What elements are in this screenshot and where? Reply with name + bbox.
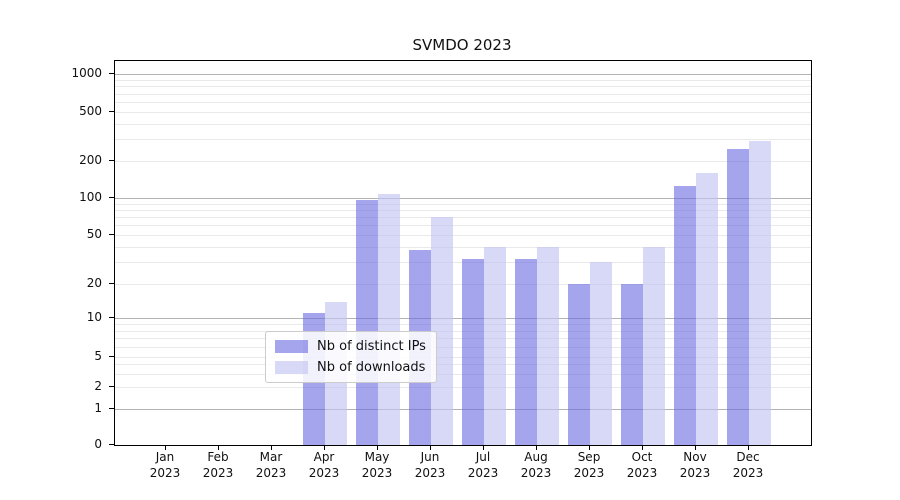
- x-tick-label-nov: Nov 2023: [679, 450, 711, 480]
- x-tick-mark: [217, 445, 219, 450]
- x-tick-label-dec: Dec 2023: [732, 450, 764, 480]
- minor-gridline: [115, 79, 811, 81]
- legend: Nb of distinct IPs Nb of downloads: [265, 331, 437, 383]
- x-tick-label-jan: Jan 2023: [149, 450, 181, 480]
- minor-gridline: [115, 112, 811, 113]
- y-tick-mark: [109, 159, 114, 161]
- x-tick-label-mar: Mar 2023: [255, 450, 287, 480]
- y-tick-mark: [109, 233, 114, 235]
- legend-item-distinct-ips: Nb of distinct IPs: [275, 339, 426, 354]
- x-tick-label-jul: Jul 2023: [467, 450, 499, 480]
- plot-area: [114, 60, 812, 446]
- x-tick-mark: [323, 445, 325, 450]
- x-tick-label-apr: Apr 2023: [308, 450, 340, 480]
- minor-gridline: [115, 217, 811, 219]
- bar-distinct-ips-jul: [462, 258, 484, 445]
- x-tick-mark: [641, 445, 643, 450]
- y-tick-mark: [109, 407, 114, 409]
- y-tick-label: 100: [79, 190, 102, 204]
- minor-gridline: [115, 123, 811, 125]
- bar-distinct-ips-aug: [515, 258, 537, 445]
- legend-item-downloads: Nb of downloads: [275, 360, 426, 375]
- y-tick-mark: [109, 110, 114, 112]
- bar-downloads-jun: [431, 217, 453, 445]
- y-tick-mark: [109, 355, 114, 357]
- legend-swatch-distinct-ips: [275, 340, 308, 353]
- y-tick-mark: [109, 72, 114, 74]
- x-tick-label-jun: Jun 2023: [414, 450, 446, 480]
- y-tick-mark: [109, 443, 114, 445]
- y-tick-mark: [109, 196, 114, 198]
- bar-downloads-nov: [696, 172, 718, 445]
- chart-title: SVMDO 2023: [412, 36, 512, 54]
- x-tick-mark: [429, 445, 431, 450]
- major-gridline: [115, 198, 811, 199]
- x-tick-mark: [694, 445, 696, 450]
- y-tick-label: 5: [94, 349, 102, 363]
- y-tick-mark: [109, 316, 114, 318]
- bar-downloads-jul: [484, 246, 506, 445]
- x-tick-mark: [270, 445, 272, 450]
- x-tick-label-oct: Oct 2023: [626, 450, 658, 480]
- y-tick-label: 1000: [71, 66, 102, 80]
- minor-gridline: [115, 203, 811, 205]
- minor-gridline: [115, 102, 811, 103]
- minor-gridline: [115, 209, 811, 211]
- x-tick-mark: [747, 445, 749, 450]
- legend-swatch-downloads: [275, 361, 308, 374]
- minor-gridline: [115, 93, 811, 95]
- legend-label-distinct-ips: Nb of distinct IPs: [317, 339, 426, 354]
- bar-distinct-ips-nov: [674, 186, 696, 445]
- bar-downloads-may: [378, 193, 400, 445]
- minor-gridline: [115, 139, 811, 141]
- y-tick-mark: [109, 385, 114, 387]
- x-tick-mark: [376, 445, 378, 450]
- bar-downloads-sep: [590, 262, 612, 445]
- minor-gridline: [115, 246, 811, 248]
- y-tick-label: 1: [94, 401, 102, 415]
- bar-downloads-aug: [537, 246, 559, 445]
- major-gridline: [115, 74, 811, 75]
- bar-distinct-ips-may: [356, 199, 378, 445]
- bar-distinct-ips-dec: [727, 149, 749, 445]
- minor-gridline: [115, 86, 811, 88]
- y-tick-mark: [109, 282, 114, 284]
- bar-distinct-ips-oct: [621, 284, 643, 445]
- x-tick-label-feb: Feb 2023: [202, 450, 234, 480]
- y-tick-label: 50: [86, 227, 102, 241]
- bar-downloads-oct: [643, 246, 665, 445]
- x-tick-mark: [164, 445, 166, 450]
- minor-gridline: [115, 235, 811, 236]
- y-tick-label: 20: [86, 276, 102, 290]
- minor-gridline: [115, 161, 811, 162]
- bar-downloads-dec: [749, 141, 771, 445]
- legend-label-downloads: Nb of downloads: [317, 360, 426, 375]
- minor-gridline: [115, 225, 811, 227]
- x-tick-mark: [535, 445, 537, 450]
- x-tick-mark: [588, 445, 590, 450]
- x-tick-label-may: May 2023: [361, 450, 393, 480]
- x-tick-mark: [482, 445, 484, 450]
- y-tick-label: 500: [79, 104, 102, 118]
- y-tick-label: 0: [94, 437, 102, 451]
- x-tick-label-aug: Aug 2023: [520, 450, 552, 480]
- y-tick-label: 10: [86, 310, 102, 324]
- y-tick-label: 2: [94, 379, 102, 393]
- y-tick-label: 200: [79, 153, 102, 167]
- x-tick-label-sep: Sep 2023: [573, 450, 605, 480]
- bar-distinct-ips-sep: [568, 284, 590, 445]
